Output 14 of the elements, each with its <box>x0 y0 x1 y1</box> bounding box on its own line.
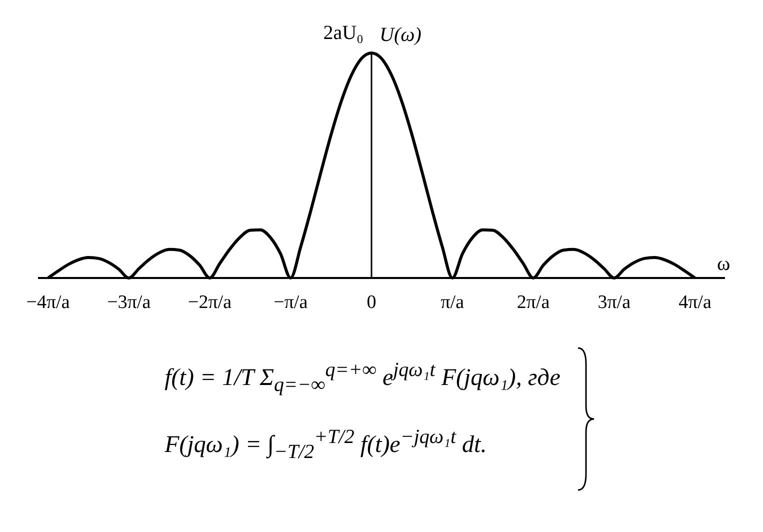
x-tick-label: 3π/a <box>598 292 632 313</box>
y-axis-title: U(ω) <box>380 24 422 46</box>
x-tick-label: −4π/a <box>26 292 70 313</box>
text: F(jqω₁) = ∫$_{−T/2}$$^{+T/2}$ f(t)e$^{−jqω₁t}$ dt. <box>164 424 488 465</box>
x-tick-label: 4π/a <box>678 292 712 313</box>
x-tick-label: −2π/a <box>188 292 232 313</box>
x-tick-label: 0 <box>366 292 376 313</box>
x-tick-label: π/a <box>440 292 465 313</box>
annotation: 2aU₀ <box>323 22 364 44</box>
x-tick-label: −3π/a <box>107 292 152 313</box>
x-axis-title: ω <box>717 253 730 275</box>
x-tick-label: 2π/a <box>516 292 550 313</box>
x-tick-label: −π/a <box>274 292 308 313</box>
text: f(t) = 1/T Σ$_{q=−∞}$$^{q=+∞}$ e$^{jqω₁t}$ F(jqω₁), где <box>164 358 560 398</box>
